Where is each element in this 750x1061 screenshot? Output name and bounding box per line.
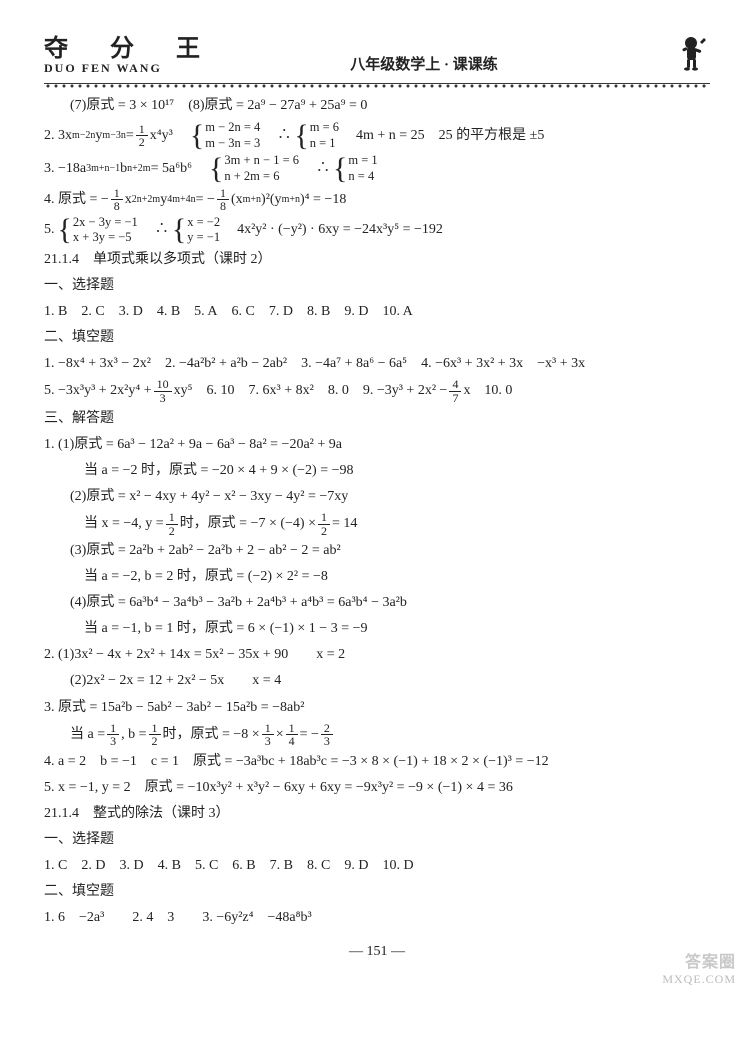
page-title: 八年级数学上 · 课课练 (178, 53, 670, 74)
text-segment: 当 a = −2 时，原式 = −20 × 4 + 9 × (−2) = −98 (84, 459, 354, 483)
text-segment: 1. 6 −2a³ (44, 906, 104, 930)
text-segment: 3. 原式 = 15a²b − 5ab² − 3ab² − 15a²b = −8… (44, 696, 304, 720)
text-line: 当 a = −1, b = 1 时，原式 = 6 × (−1) × 1 − 3 … (44, 617, 710, 641)
text-segment: 7. B (270, 854, 293, 878)
text-segment: 2. 4 3 (132, 906, 174, 930)
text-segment: 2. (1)3x² − 4x + 2x² + 14x = 5x² − 35x +… (44, 643, 345, 667)
text-segment: 4. a = 2 b = −1 c = 1 原式 = −3a³bc + 18ab… (44, 750, 549, 774)
text-line: 21.1.4 单项式乘以多项式（课时 2） (44, 248, 710, 272)
mascot-icon (670, 32, 710, 76)
text-line: 二、填空题 (44, 880, 710, 904)
text-segment: 9. D (344, 854, 368, 878)
text-segment: 3. −6y²z⁴ −48a⁸b³ (202, 906, 311, 930)
text-line: 二、填空题 (44, 326, 710, 350)
watermark-en: MXQE.COM (662, 972, 736, 986)
text-segment: 三、解答题 (44, 407, 114, 431)
text-segment: 5. C (195, 854, 218, 878)
text-line: 5. {2x − 3y = −1x + 3y = −5 ∴{x = −2y = … (44, 215, 710, 246)
text-segment: (2)2x² − 2x = 12 + 2x² − 5x x = 4 (70, 669, 281, 693)
text-segment: 4. B (158, 854, 181, 878)
text-line: 一、选择题 (44, 828, 710, 852)
text-segment: 7. D (269, 300, 293, 324)
text-segment: 6. C (232, 300, 255, 324)
text-segment: 2. D (81, 854, 105, 878)
text-line: 3. 原式 = 15a²b − 5ab² − 3ab² − 15a²b = −8… (44, 696, 710, 720)
watermark-cn: 答案圈 (662, 953, 736, 972)
text-segment: 1. C (44, 854, 67, 878)
text-segment: 10. D (382, 854, 413, 878)
text-segment: 21.1.4 单项式乘以多项式（课时 2） (44, 248, 272, 272)
text-segment: 3. D (119, 300, 143, 324)
text-segment: 二、填空题 (44, 326, 114, 350)
text-segment: (7)原式 = 3 × 10¹⁷ (70, 94, 174, 118)
text-segment: 二、填空题 (44, 880, 114, 904)
page-number: — 151 — (44, 944, 710, 960)
text-line: 当 a = −2 时，原式 = −20 × 4 + 9 × (−2) = −98 (44, 459, 710, 483)
text-segment: 一、选择题 (44, 274, 114, 298)
text-segment: 当 a = −2, b = 2 时，原式 = (−2) × 2² = −8 (84, 565, 328, 589)
text-line: (2)原式 = x² − 4xy + 4y² − x² − 3xy − 4y² … (44, 485, 710, 509)
text-line: (2)2x² − 2x = 12 + 2x² − 5x x = 4 (44, 669, 710, 693)
text-segment: 一、选择题 (44, 828, 114, 852)
page: 夺 分 王 DUO FEN WANG 八年级数学上 · 课课练 (7)原式 = … (0, 0, 750, 1000)
text-segment: 4. −6x³ + 3x² + 3x −x³ + 3x (421, 352, 585, 376)
text-line: 5. x = −1, y = 2 原式 = −10x³y² + x³y² − 6… (44, 776, 710, 800)
content-body: (7)原式 = 3 × 10¹⁷ (8)原式 = 2a⁹ − 27a⁹ + 25a… (44, 94, 710, 930)
text-segment: (8)原式 = 2a⁹ − 27a⁹ + 25a⁹ = 0 (188, 94, 367, 118)
text-segment: (4)原式 = 6a³b⁴ − 3a⁴b³ − 3a²b + 2a⁴b³ + a… (70, 591, 407, 615)
text-line: 当 x = −4, y = 12时，原式 = −7 × (−4) × 12 = … (44, 511, 710, 537)
text-line: 21.1.4 整式的除法（课时 3） (44, 802, 710, 826)
text-line: 1. 6 −2a³ 2. 4 3 3. −6y²z⁴ −48a⁸b³ (44, 906, 710, 930)
text-line: 当 a = 13, b = 12时，原式 = −8 × 13 × 14 = −2… (44, 722, 710, 748)
text-segment: 当 a = −1, b = 1 时，原式 = 6 × (−1) × 1 − 3 … (84, 617, 368, 641)
text-line: 2. 3xm−2nym−3n = 12x⁴y³ {m − 2n = 4m − 3… (44, 120, 710, 151)
text-segment: 1. −8x⁴ + 3x³ − 2x² (44, 352, 151, 376)
text-segment: 9. D (344, 300, 368, 324)
text-segment: 3. −4a⁷ + 8a⁶ − 6a⁵ (301, 352, 407, 376)
text-segment: 2. C (81, 300, 104, 324)
text-segment: 8. B (307, 300, 330, 324)
text-segment: 6. B (232, 854, 255, 878)
text-line: (4)原式 = 6a³b⁴ − 3a⁴b³ − 3a²b + 2a⁴b³ + a… (44, 591, 710, 615)
text-segment: (2)原式 = x² − 4xy + 4y² − x² − 3xy − 4y² … (70, 485, 348, 509)
text-segment: 8. C (307, 854, 330, 878)
text-segment: 4. B (157, 300, 180, 324)
text-line: 2. (1)3x² − 4x + 2x² + 14x = 5x² − 35x +… (44, 643, 710, 667)
text-line: 三、解答题 (44, 407, 710, 431)
text-line: 当 a = −2, b = 2 时，原式 = (−2) × 2² = −8 (44, 565, 710, 589)
text-line: (7)原式 = 3 × 10¹⁷ (8)原式 = 2a⁹ − 27a⁹ + 25a… (44, 94, 710, 118)
text-segment: (3)原式 = 2a²b + 2ab² − 2a²b + 2 − ab² − 2… (70, 539, 341, 563)
text-line: 1. C 2. D 3. D 4. B 5. C 6. B 7. B 8. C 9. D 10. … (44, 854, 710, 878)
text-line: (3)原式 = 2a²b + 2ab² − 2a²b + 2 − ab² − 2… (44, 539, 710, 563)
text-line: 4. 原式 = −18x2n+2my4m+4n = −18(xm+n)²(ym+… (44, 187, 710, 213)
text-segment: 1. B (44, 300, 67, 324)
text-segment: 1. (1)原式 = 6a³ − 12a² + 9a − 6a³ − 8a² =… (44, 433, 342, 457)
wave-divider (44, 80, 710, 88)
text-segment: 21.1.4 整式的除法（课时 3） (44, 802, 230, 826)
text-segment: 5. A (194, 300, 217, 324)
watermark: 答案圈 MXQE.COM (662, 953, 736, 987)
text-line: 3. −18a3m+n−1bn+2m = 5a⁶b⁶ {3m + n − 1 =… (44, 153, 710, 184)
text-segment: 10. A (382, 300, 412, 324)
text-line: 一、选择题 (44, 274, 710, 298)
text-segment: 2. −4a²b² + a²b − 2ab² (165, 352, 287, 376)
text-line: 4. a = 2 b = −1 c = 1 原式 = −3a³bc + 18ab… (44, 750, 710, 774)
text-segment: 5. x = −1, y = 2 原式 = −10x³y² + x³y² − 6… (44, 776, 513, 800)
page-header: 夺 分 王 DUO FEN WANG 八年级数学上 · 课课练 (44, 28, 710, 76)
text-line: 1. (1)原式 = 6a³ − 12a² + 9a − 6a³ − 8a² =… (44, 433, 710, 457)
text-line: 1. B 2. C 3. D 4. B 5. A 6. C 7. D 8. B 9. D 10. … (44, 300, 710, 324)
text-segment: 3. D (119, 854, 143, 878)
text-line: 1. −8x⁴ + 3x³ − 2x² 2. −4a²b² + a²b − 2ab… (44, 352, 710, 376)
text-line: 5. −3x³y³ + 2x²y⁴ + 103xy⁵ 6. 10 7. 6x³ … (44, 378, 710, 404)
